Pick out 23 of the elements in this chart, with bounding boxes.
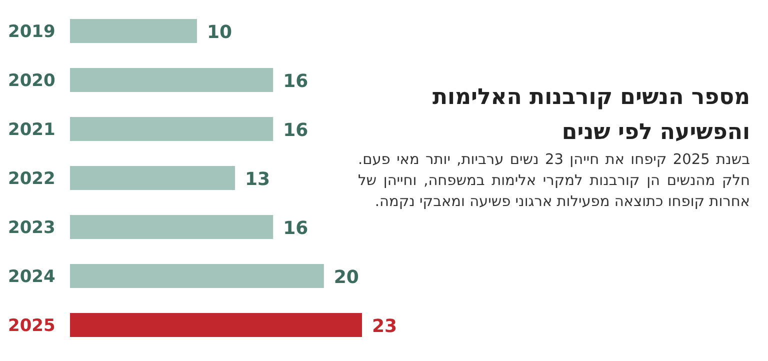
bar — [70, 19, 197, 43]
y-tick-label: 2022 — [8, 169, 56, 189]
y-tick-label: 2020 — [8, 71, 56, 91]
data-label: 16 — [283, 120, 308, 141]
bar — [70, 68, 274, 92]
data-label: 23 — [372, 316, 398, 337]
y-tick-label: 2024 — [8, 267, 56, 287]
bar — [70, 166, 236, 190]
text: בשנת 2025 קיפחו את חייהן 23 נשים ערביות, יותר מאי פעם. חלק מהנשים הן קורבנות למקרי אלימות במשפחה, וחייהן של אחרות קופחו כתוצאה מפעילות ארגוני פשיעה ומאבקי נקמה. — [358, 151, 750, 212]
data-label: 13 — [245, 169, 270, 190]
bar — [70, 264, 324, 288]
data-label: 16 — [283, 71, 308, 92]
y-tick-label: 2019 — [8, 22, 56, 42]
y-tick-label: 2021 — [8, 120, 56, 140]
bar — [70, 117, 274, 141]
text: מספר הנשים קורבנות האלימות והפשיעה לפי שנים — [431, 84, 750, 147]
y-tick-label: 2023 — [8, 218, 56, 238]
data-label: 10 — [206, 22, 232, 43]
y-tick-label: 2025 — [8, 316, 56, 336]
data-label: 20 — [334, 267, 359, 288]
bar — [70, 215, 274, 239]
bar — [70, 313, 362, 337]
data-label: 16 — [283, 218, 308, 239]
